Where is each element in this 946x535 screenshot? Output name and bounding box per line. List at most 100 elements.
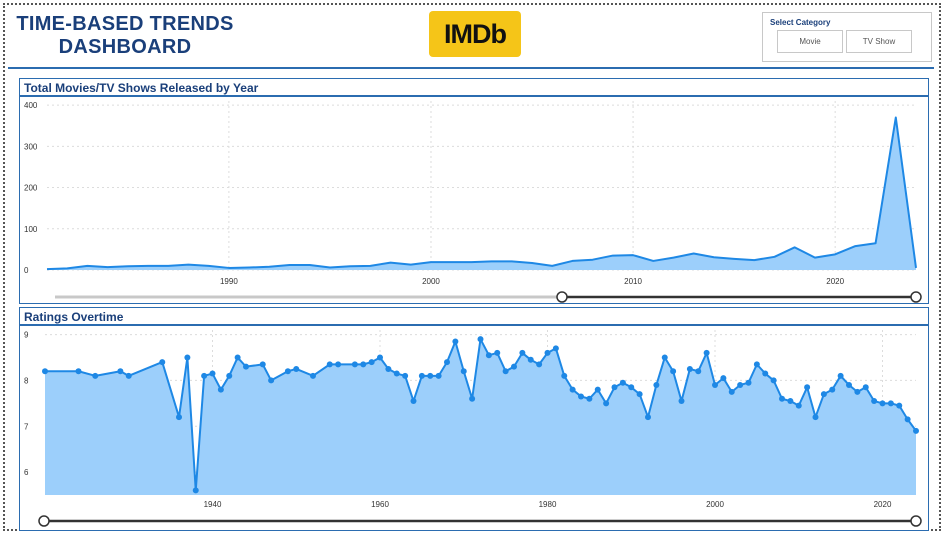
data-point: [561, 372, 568, 379]
data-point: [628, 384, 635, 391]
series-line: [46, 116, 917, 271]
data-point: [435, 372, 442, 379]
data-point: [217, 386, 224, 393]
data-point: [578, 393, 584, 400]
x-tick-label: 1990: [220, 277, 238, 286]
data-point: [787, 398, 794, 405]
data-point: [75, 368, 82, 375]
data-point: [913, 427, 919, 434]
data-point: [209, 370, 216, 377]
x-tick-label: 1980: [539, 500, 557, 509]
data-point: [201, 372, 208, 379]
data-point: [485, 352, 492, 359]
category-label: Select Category: [770, 18, 831, 27]
data-point: [846, 382, 852, 388]
data-point: [879, 400, 886, 407]
data-point: [728, 388, 735, 395]
releases-panel: Total Movies/TV Shows Released by Year 0…: [19, 78, 929, 304]
dashboard-title: TIME-BASED TRENDS DASHBOARD: [10, 13, 240, 59]
data-point: [820, 391, 827, 398]
data-point: [636, 391, 643, 398]
data-point: [42, 368, 48, 375]
data-point: [385, 365, 392, 372]
data-point: [192, 487, 199, 494]
data-point: [737, 382, 744, 388]
x-tick-label: 2020: [826, 277, 844, 286]
data-point: [603, 400, 610, 407]
data-point: [862, 384, 869, 391]
data-point: [494, 349, 501, 356]
data-point: [670, 368, 677, 375]
data-point: [469, 395, 476, 402]
data-point: [377, 354, 383, 361]
data-point: [619, 379, 626, 386]
data-point: [661, 354, 668, 361]
data-point: [259, 361, 266, 368]
data-point: [720, 375, 727, 382]
y-tick-label: 100: [24, 225, 38, 234]
data-point: [511, 363, 517, 370]
data-point: [444, 359, 450, 366]
data-point: [896, 402, 903, 409]
data-point: [762, 370, 769, 377]
data-point: [226, 372, 233, 379]
data-point: [745, 379, 752, 386]
data-point: [887, 400, 894, 407]
data-point: [678, 398, 685, 405]
x-tick-label: 2000: [706, 500, 724, 509]
tv-show-button[interactable]: TV Show: [846, 30, 912, 53]
series-area: [45, 339, 916, 495]
title-line-1: TIME-BASED TRENDS: [16, 13, 234, 35]
y-tick-label: 200: [24, 184, 38, 193]
data-point: [594, 386, 601, 393]
x-tick-label: 1960: [371, 500, 389, 509]
y-tick-label: 8: [24, 376, 29, 385]
data-point: [544, 349, 551, 356]
data-point: [753, 361, 760, 368]
y-tick-label: 400: [24, 101, 38, 110]
data-point: [552, 345, 559, 352]
data-point: [125, 372, 132, 379]
data-point: [335, 361, 342, 368]
data-point: [310, 372, 316, 379]
data-point: [368, 359, 375, 366]
data-point: [452, 338, 459, 345]
slider-end-handle[interactable]: [910, 291, 922, 303]
data-point: [477, 336, 484, 343]
data-point: [703, 349, 710, 356]
header-divider: [8, 67, 934, 69]
dashboard-header: TIME-BASED TRENDS DASHBOARD IMDb Select …: [10, 7, 936, 67]
x-tick-label: 2020: [874, 500, 892, 509]
data-point: [795, 402, 802, 409]
data-point: [779, 395, 785, 402]
data-point: [92, 372, 99, 379]
data-point: [393, 370, 400, 377]
releases-chart-title: Total Movies/TV Shows Released by Year: [20, 79, 928, 97]
data-point: [871, 398, 878, 405]
data-point: [243, 363, 249, 370]
data-point: [611, 384, 618, 391]
data-point: [527, 356, 534, 363]
data-point: [293, 365, 300, 372]
movie-button[interactable]: Movie: [777, 30, 843, 53]
ratings-chart: 6 7 8 9 1940 1960 1980 2000 2020: [24, 330, 922, 527]
data-point: [854, 388, 861, 395]
slider-end-handle[interactable]: [910, 515, 922, 527]
slider-start-handle[interactable]: [38, 515, 50, 527]
data-point: [536, 361, 543, 368]
data-point: [829, 386, 836, 393]
y-tick-label: 300: [24, 142, 38, 151]
slider-start-handle[interactable]: [556, 291, 568, 303]
ratings-panel: Ratings Overtime 6 7 8 9 1940 1960 1980 2000 202…: [19, 307, 929, 531]
data-point: [695, 368, 702, 375]
data-point: [351, 361, 358, 368]
category-slicer: Select Category Movie TV Show: [762, 12, 932, 62]
data-point: [586, 395, 593, 402]
y-tick-label: 0: [24, 266, 29, 275]
x-tick-label: 1940: [204, 500, 222, 509]
x-tick-label: 2010: [624, 277, 642, 286]
ratings-chart-title: Ratings Overtime: [20, 308, 928, 326]
data-point: [284, 368, 291, 375]
data-point: [712, 382, 718, 388]
data-point: [326, 361, 333, 368]
